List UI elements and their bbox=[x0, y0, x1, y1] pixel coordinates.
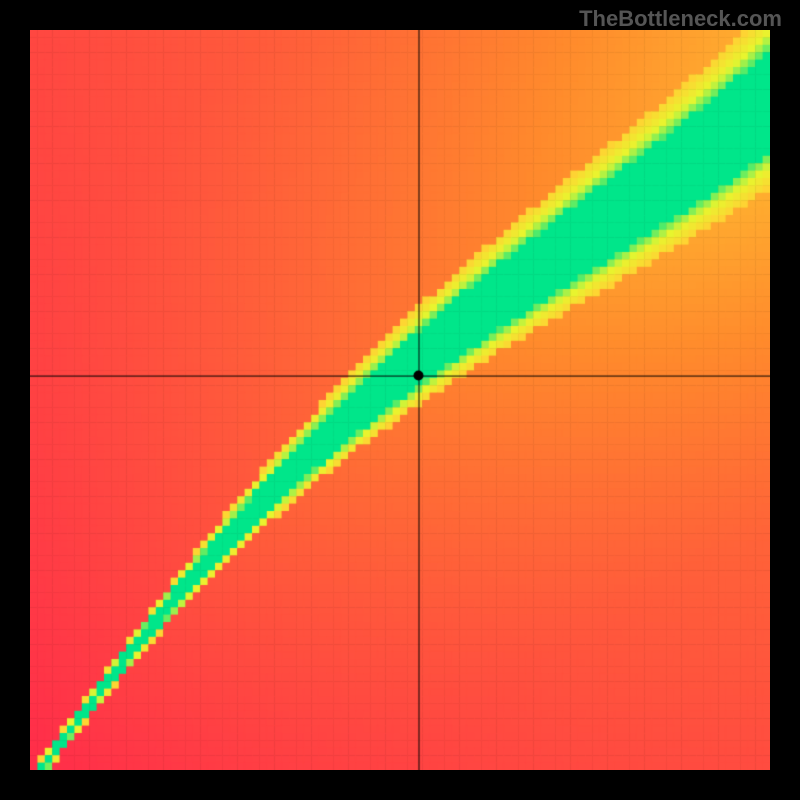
heatmap-canvas bbox=[30, 30, 770, 770]
watermark-text: TheBottleneck.com bbox=[579, 6, 782, 32]
heatmap-plot bbox=[30, 30, 770, 770]
